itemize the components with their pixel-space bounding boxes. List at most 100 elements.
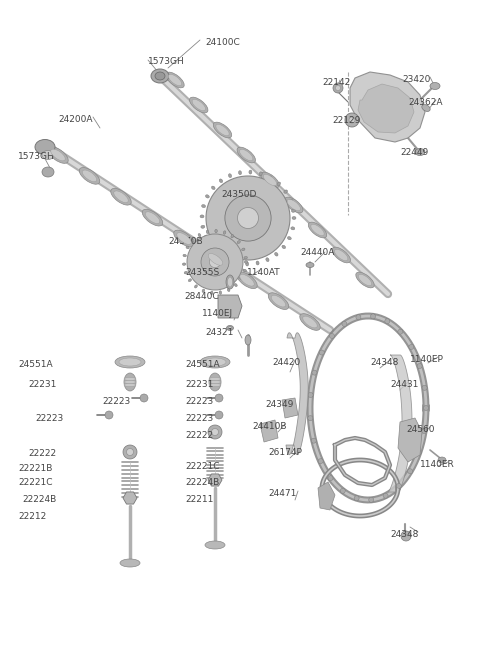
Ellipse shape bbox=[244, 256, 247, 259]
Circle shape bbox=[308, 392, 313, 397]
Ellipse shape bbox=[228, 173, 232, 177]
Circle shape bbox=[308, 416, 313, 420]
Ellipse shape bbox=[42, 150, 54, 160]
Ellipse shape bbox=[212, 186, 215, 190]
Text: 24431: 24431 bbox=[390, 380, 419, 389]
Circle shape bbox=[371, 314, 375, 319]
Ellipse shape bbox=[200, 215, 204, 218]
Ellipse shape bbox=[119, 358, 141, 366]
Text: 22211: 22211 bbox=[185, 495, 214, 504]
Text: 22223: 22223 bbox=[102, 397, 130, 406]
Ellipse shape bbox=[115, 356, 145, 368]
Text: 1573GH: 1573GH bbox=[18, 152, 55, 161]
Ellipse shape bbox=[300, 313, 320, 330]
Text: 22223: 22223 bbox=[185, 397, 213, 406]
Ellipse shape bbox=[35, 139, 55, 154]
Ellipse shape bbox=[430, 83, 440, 89]
Circle shape bbox=[340, 488, 345, 493]
Circle shape bbox=[345, 113, 359, 127]
Ellipse shape bbox=[177, 233, 191, 244]
Ellipse shape bbox=[234, 283, 237, 286]
Ellipse shape bbox=[198, 233, 201, 237]
Text: 22221C: 22221C bbox=[185, 462, 219, 471]
Polygon shape bbox=[123, 492, 137, 504]
Ellipse shape bbox=[174, 230, 194, 247]
Ellipse shape bbox=[287, 199, 300, 211]
Ellipse shape bbox=[237, 240, 240, 244]
Text: 24551A: 24551A bbox=[185, 360, 220, 369]
Polygon shape bbox=[398, 418, 422, 462]
Text: 22231: 22231 bbox=[28, 380, 56, 389]
Ellipse shape bbox=[124, 384, 136, 386]
Circle shape bbox=[416, 450, 421, 455]
Text: 24350D: 24350D bbox=[221, 190, 256, 199]
Ellipse shape bbox=[124, 380, 136, 384]
Ellipse shape bbox=[285, 197, 303, 213]
Ellipse shape bbox=[188, 279, 192, 282]
Ellipse shape bbox=[82, 170, 97, 182]
Circle shape bbox=[208, 425, 222, 439]
Ellipse shape bbox=[213, 122, 232, 138]
Circle shape bbox=[423, 405, 429, 411]
Text: 24471: 24471 bbox=[268, 489, 296, 498]
Ellipse shape bbox=[208, 254, 223, 265]
Ellipse shape bbox=[237, 272, 257, 288]
Circle shape bbox=[215, 394, 223, 402]
Ellipse shape bbox=[219, 179, 223, 183]
Ellipse shape bbox=[211, 291, 213, 294]
Text: 22231: 22231 bbox=[185, 380, 214, 389]
Text: 24560: 24560 bbox=[406, 425, 434, 434]
Ellipse shape bbox=[205, 541, 225, 549]
Circle shape bbox=[349, 117, 355, 123]
Ellipse shape bbox=[226, 257, 229, 261]
Text: 1140ER: 1140ER bbox=[420, 460, 455, 469]
Ellipse shape bbox=[111, 189, 131, 205]
Text: 23420: 23420 bbox=[402, 75, 431, 84]
Ellipse shape bbox=[206, 230, 209, 234]
Polygon shape bbox=[286, 332, 308, 455]
Ellipse shape bbox=[240, 275, 254, 286]
Circle shape bbox=[398, 329, 403, 334]
Circle shape bbox=[312, 370, 317, 375]
Circle shape bbox=[408, 468, 413, 474]
Ellipse shape bbox=[51, 149, 65, 161]
Ellipse shape bbox=[245, 335, 251, 345]
Circle shape bbox=[329, 334, 335, 338]
Circle shape bbox=[105, 411, 113, 419]
Ellipse shape bbox=[306, 263, 314, 267]
Ellipse shape bbox=[269, 176, 272, 179]
Circle shape bbox=[385, 319, 390, 324]
Ellipse shape bbox=[284, 190, 288, 193]
Ellipse shape bbox=[422, 104, 430, 112]
Ellipse shape bbox=[223, 231, 226, 235]
Ellipse shape bbox=[311, 224, 324, 236]
Text: 22223: 22223 bbox=[185, 414, 213, 423]
Circle shape bbox=[356, 315, 361, 320]
Ellipse shape bbox=[291, 210, 295, 212]
Ellipse shape bbox=[219, 291, 222, 294]
Text: 22221C: 22221C bbox=[18, 478, 52, 487]
Ellipse shape bbox=[256, 261, 259, 265]
Circle shape bbox=[319, 350, 324, 355]
Ellipse shape bbox=[228, 277, 232, 287]
Text: 22224B: 22224B bbox=[185, 478, 219, 487]
Circle shape bbox=[333, 83, 343, 93]
Circle shape bbox=[336, 85, 340, 91]
Text: 24348: 24348 bbox=[370, 358, 398, 367]
Ellipse shape bbox=[200, 356, 230, 368]
Ellipse shape bbox=[266, 258, 269, 261]
Ellipse shape bbox=[42, 167, 54, 177]
Ellipse shape bbox=[190, 97, 208, 113]
Ellipse shape bbox=[120, 559, 140, 567]
Polygon shape bbox=[318, 482, 335, 510]
Text: 22222: 22222 bbox=[28, 449, 56, 458]
Circle shape bbox=[215, 411, 223, 419]
Text: 22449: 22449 bbox=[400, 148, 428, 157]
Circle shape bbox=[187, 234, 243, 290]
Text: 26174P: 26174P bbox=[268, 448, 302, 457]
Ellipse shape bbox=[226, 275, 234, 289]
Ellipse shape bbox=[204, 235, 208, 238]
Text: 24348: 24348 bbox=[390, 530, 419, 539]
Ellipse shape bbox=[264, 174, 276, 186]
Ellipse shape bbox=[308, 222, 327, 238]
